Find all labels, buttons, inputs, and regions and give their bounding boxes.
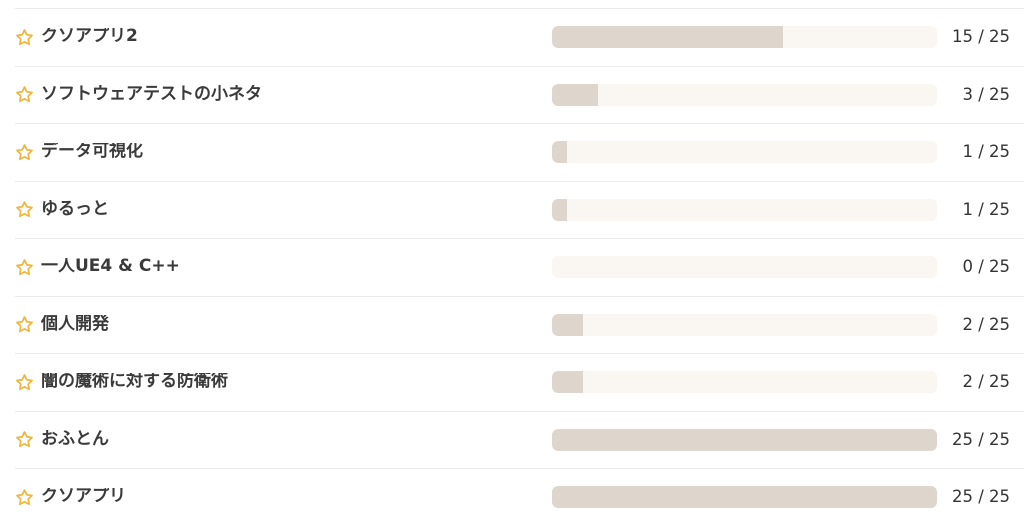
progress-count: 2 / 25 [962,372,1010,391]
list-item: クソアプリ2 15 / 25 [15,8,1024,66]
star-icon[interactable] [15,258,34,277]
calendar-title[interactable]: クソアプリ [41,487,126,507]
calendar-title[interactable]: ソフトウェアテストの小ネタ [41,85,262,104]
star-icon[interactable] [15,143,34,162]
progress-count: 25 / 25 [951,429,1010,449]
progress-bar-fill [552,83,599,106]
progress-count: 0 / 25 [962,257,1010,276]
star-icon[interactable] [15,373,34,392]
list-item-title-area: おふとん [15,430,552,449]
calendar-title[interactable]: データ可視化 [41,142,143,162]
list-item-title-area: クソアプリ [15,488,552,507]
progress-bar-fill [552,26,783,49]
progress-count: 25 / 25 [951,487,1010,506]
star-icon[interactable] [15,85,34,104]
star-icon[interactable] [15,315,34,334]
list-item-title-area: クソアプリ2 [15,28,552,47]
list-item: クソアプリ 25 / 25 [15,468,1024,526]
progress-count: 15 / 25 [951,27,1010,46]
star-icon[interactable] [15,28,34,47]
progress-count: 1 / 25 [962,199,1010,219]
list-item-title-area: データ可視化 [15,143,552,162]
list-item: ゆるっと 1 / 25 [15,180,1024,238]
progress-bar [552,313,937,336]
progress-bar [552,198,937,221]
list-item: データ可視化 1 / 25 [15,123,1024,181]
list-item: 闇の魔術に対する防衛術 2 / 25 [15,353,1024,411]
progress-bar-fill [552,486,937,509]
progress-bar-fill [552,371,583,394]
progress-bar [552,26,937,49]
list-item: 個人開発 2 / 25 [15,295,1024,353]
progress-bar [552,256,937,279]
progress-bar-fill [552,428,937,451]
star-icon[interactable] [15,430,34,449]
calendar-title[interactable]: 個人開発 [41,315,109,334]
progress-count: 1 / 25 [962,142,1010,161]
calendar-title[interactable]: ゆるっと [41,200,109,219]
progress-count: 3 / 25 [962,84,1010,104]
progress-bar [552,486,937,509]
list-item-title-area: ソフトウェアテストの小ネタ [15,85,552,104]
calendar-title[interactable]: おふとん [41,430,109,449]
calendar-title[interactable]: クソアプリ2 [41,27,138,47]
list-item: 一人UE4 & C++ 0 / 25 [15,238,1024,296]
calendar-title[interactable]: 一人UE4 & C++ [41,257,180,277]
progress-bar [552,428,937,451]
progress-bar [552,141,937,164]
star-icon[interactable] [15,200,34,219]
list-item-title-area: 闇の魔術に対する防衛術 [15,373,552,392]
star-icon[interactable] [15,488,34,507]
list-item: おふとん 25 / 25 [15,410,1024,468]
progress-bar [552,83,937,106]
progress-bar-fill [552,198,568,221]
progress-bar [552,371,937,394]
progress-bar-fill [552,313,583,336]
progress-bar-fill [552,141,568,164]
list-item-title-area: ゆるっと [15,200,552,219]
list-item-title-area: 一人UE4 & C++ [15,258,552,277]
list-item-title-area: 個人開発 [15,315,552,334]
calendar-subscription-list: クソアプリ2 15 / 25 ソフトウェアテストの小ネタ 3 / 25 データ可… [15,0,1024,526]
progress-count: 2 / 25 [962,314,1010,334]
calendar-title[interactable]: 闇の魔術に対する防衛術 [41,372,228,392]
list-item: ソフトウェアテストの小ネタ 3 / 25 [15,65,1024,123]
